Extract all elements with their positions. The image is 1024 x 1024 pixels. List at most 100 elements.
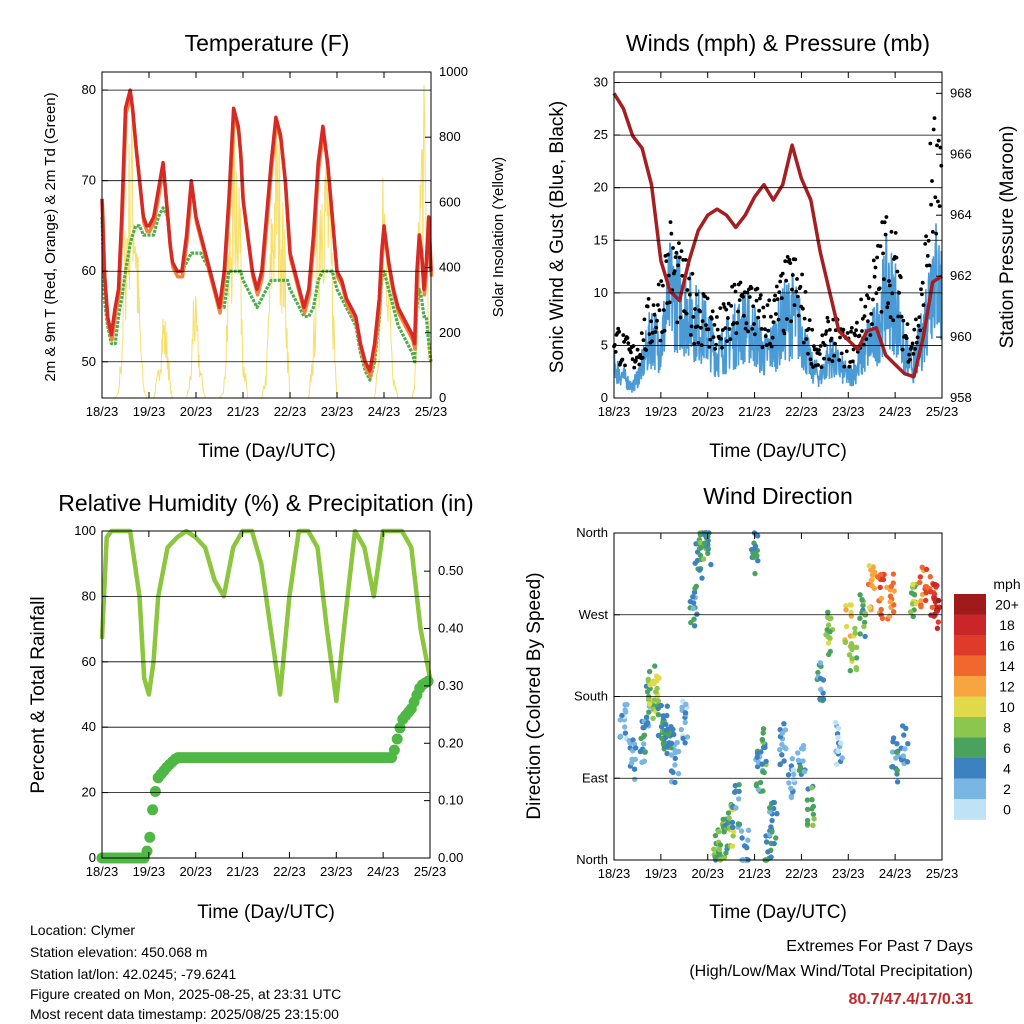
rainfall-points [96, 675, 434, 864]
gust-point [713, 346, 718, 351]
gust-point [931, 127, 936, 132]
gust-point [612, 343, 617, 347]
humidity-xtick-label: 21/23 [226, 864, 259, 879]
gust-point [930, 230, 935, 234]
solar-y2-tick-label: 400 [439, 260, 461, 275]
gust-point [691, 315, 696, 319]
direction-point [755, 558, 761, 564]
gust-point [919, 287, 923, 292]
rainfall-y2-tick-label: 0.30 [438, 678, 463, 693]
winds-xtick-label: 24/23 [879, 404, 912, 419]
gust-point [744, 321, 749, 326]
direction-point [839, 755, 845, 761]
gust-point [641, 338, 646, 343]
direction-point [622, 730, 629, 736]
temperature-y-ticks: 50 60 70 80 [82, 82, 108, 369]
winds-y-tick-label: 15 [594, 232, 608, 247]
direction-point [861, 619, 868, 626]
direction-point [917, 579, 923, 586]
direction-point [910, 613, 916, 620]
gust-point [857, 333, 862, 338]
gust-point [889, 229, 894, 234]
direction-point [670, 726, 676, 733]
colorbar-label: 10 [999, 699, 1015, 715]
direction-point [843, 603, 849, 609]
extremes-heading: Extremes For Past 7 Days [786, 938, 973, 955]
gust-point [930, 179, 934, 183]
gust-point [732, 282, 737, 287]
gust-point [771, 320, 776, 324]
direction-point [717, 842, 723, 848]
direction-point [723, 850, 729, 856]
direction-point [900, 753, 907, 759]
gust-point [841, 327, 846, 332]
gust-point [932, 116, 937, 120]
direction-point [761, 769, 767, 776]
winds-xtick-label: 19/23 [645, 404, 678, 419]
rainfall-y2-tick-label: 0.00 [438, 850, 463, 865]
gust-point [725, 339, 729, 343]
gust-point [647, 332, 652, 336]
direction-point [857, 615, 863, 621]
rainfall-point [391, 733, 403, 745]
direction-point [697, 552, 703, 558]
gust-point [698, 309, 702, 314]
direction-point [914, 601, 920, 607]
gust-point [731, 321, 736, 325]
gust-point [887, 283, 892, 288]
gust-point [749, 286, 754, 290]
direction-point [672, 762, 678, 768]
colorbar-label: 16 [999, 637, 1015, 653]
direction-point [646, 668, 653, 675]
gust-point [928, 141, 933, 146]
gust-point [655, 318, 659, 323]
direction-point [643, 721, 649, 728]
colorbar-label: 8 [1003, 719, 1011, 735]
direction-point [825, 609, 831, 615]
gust-point [894, 255, 899, 260]
direction-xtick-label: 23/23 [832, 866, 865, 881]
humidity-y-tick-label: 100 [74, 523, 96, 538]
gust-point [651, 303, 656, 307]
rainfall-y2-tick-label: 0.20 [438, 735, 463, 750]
gust-point [871, 258, 876, 263]
colorbar-swatch [954, 778, 986, 800]
direction-xtick-label: 21/23 [738, 866, 771, 881]
gust-point [891, 318, 896, 323]
gust-point [935, 143, 939, 148]
direction-point [668, 752, 675, 758]
gust-point [827, 357, 831, 362]
gust-point [708, 337, 713, 342]
direction-point [708, 561, 714, 568]
gust-point [751, 304, 756, 309]
direction-point [745, 827, 752, 833]
temp-2m-line [100, 88, 433, 373]
gust-point [907, 352, 912, 357]
gust-point [866, 296, 871, 301]
gust-points [612, 116, 944, 370]
gust-point [913, 347, 917, 351]
humidity-y-tick-label: 80 [82, 588, 96, 603]
colorbar-label: 20+ [995, 596, 1019, 612]
gust-point [817, 352, 822, 356]
direction-point [646, 701, 653, 707]
gust-point [758, 296, 762, 301]
direction-point [804, 821, 811, 827]
temperature-y-tick-label: 50 [82, 354, 96, 369]
direction-point [847, 602, 853, 608]
direction-point [675, 770, 682, 777]
gust-point [700, 319, 705, 324]
extremes-values: 80.7/47.4/17/0.31 [848, 991, 973, 1008]
gust-point [888, 315, 893, 320]
direction-point [699, 575, 705, 581]
direction-point [796, 767, 803, 774]
humidity-y-tick-label: 0 [89, 850, 96, 865]
colorbar-swatch [954, 614, 986, 636]
direction-point [894, 779, 901, 785]
temperature-x-label: Time (Day/UTC) [198, 441, 336, 462]
gust-point [860, 329, 864, 333]
gust-point [742, 313, 746, 318]
direction-point [801, 769, 807, 775]
gust-point [850, 359, 855, 364]
gust-point [757, 308, 761, 313]
